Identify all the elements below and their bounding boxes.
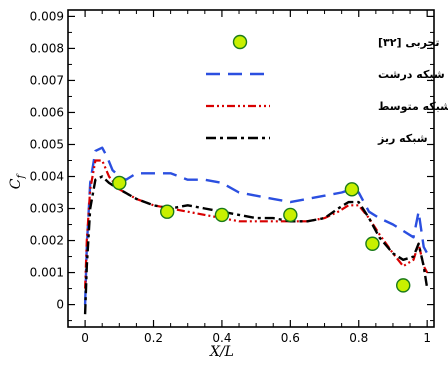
y-tick-label: 0.007 [30,73,64,87]
legend: تجربی [۳۲] شبکه درشت شبکه متوسط شبکه ریز [206,34,448,145]
series-layer [83,146,429,315]
data-point-experimental [365,236,380,251]
y-tick-label: 0.003 [30,202,64,216]
legend-symbol-experimental [232,34,248,50]
legend-label-coarse-grid: شبکه درشت [378,68,445,81]
legend-label-experimental: تجربی [۳۲] [378,36,440,49]
data-point-experimental [344,182,360,197]
x-axis-title: X/L [209,344,234,360]
y-tick-label: 0.004 [30,170,64,184]
y-axis-title-main: C [8,178,24,189]
plot-frame [67,9,435,328]
y-axis-title-sub: f [16,172,27,179]
legend-label-fine-grid: شبکه ریز [377,132,428,145]
data-point-experimental [396,278,411,293]
axes: 0 0.2 0.4 0.6 0.8 1 0 0.001 0.002 0.003 0.004 0.005… [30,9,435,345]
y-tick-label: 0.006 [30,105,64,119]
series-line-coarse-grid [83,146,429,305]
x-tick-label: 0.8 [349,331,368,345]
series-line-fine-grid [83,175,429,315]
y-axis-title: Cf [8,172,27,189]
y-tick-label: 0.001 [30,266,64,280]
x-tick-label: 0.4 [212,331,231,345]
y-tick-label: 0 [56,298,64,312]
svg-text:Cf: Cf [8,172,27,189]
marker-layer [112,175,411,293]
x-tick-label: 0.2 [144,331,163,345]
x-tick-label: 1 [423,331,431,345]
data-point-experimental [112,175,127,191]
y-tick-label: 0.009 [30,9,64,23]
y-tick-label: 0.008 [30,41,64,55]
x-tick-label: 0 [81,331,89,345]
data-point-experimental [214,207,230,223]
y-tick-label: 0.005 [30,137,64,151]
data-point-experimental [283,207,298,223]
y-tick-label: 0.002 [30,234,64,248]
x-tick-label: 0.6 [281,331,300,345]
data-point-experimental [159,204,175,219]
legend-label-medium-grid: شبکه متوسط [378,100,448,113]
